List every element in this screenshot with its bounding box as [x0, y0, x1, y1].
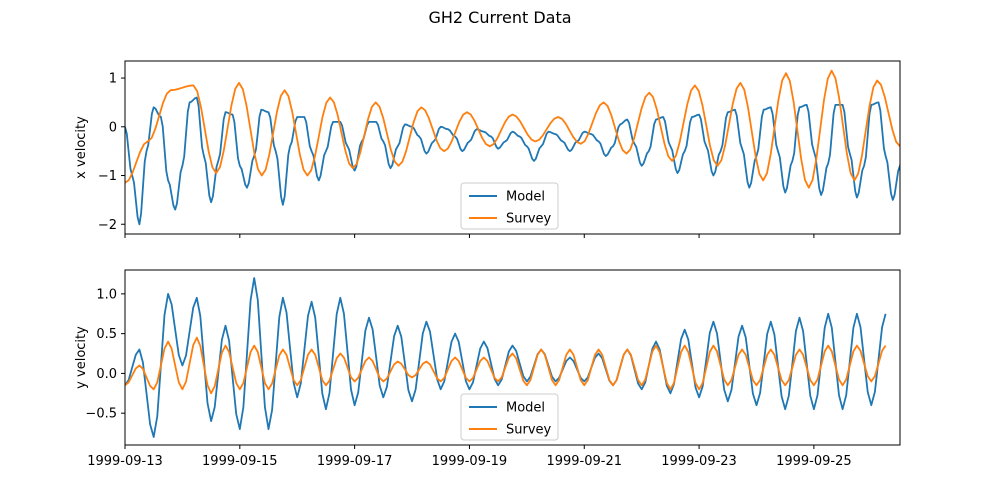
- legend-label-survey: Survey: [506, 212, 552, 227]
- y-axis-label: x velocity: [74, 116, 89, 179]
- y-tick-label: −1: [98, 169, 117, 184]
- y-velocity-axes: 1.0 0.5 0.0 −0.5 1999-09-13 1999-09-15 1999-09…: [74, 269, 901, 469]
- axes-frame: [124, 60, 901, 235]
- legend-label-model: Model: [506, 190, 545, 205]
- series-line-survey: [125, 69, 900, 189]
- y-tick-label: −0.5: [85, 407, 117, 422]
- x-tick-label: 1999-09-25: [776, 454, 852, 469]
- y-tick-label: 1: [109, 72, 117, 87]
- y-tick-label: 0: [109, 120, 117, 135]
- x-tick-label: 1999-09-15: [202, 454, 278, 469]
- x-tick-label: 1999-09-17: [317, 454, 393, 469]
- axes-frame: [124, 269, 901, 446]
- x-tick-label: 1999-09-19: [432, 454, 508, 469]
- legend: Model Survey: [460, 182, 559, 230]
- figure-title: GH2 Current Data: [428, 8, 571, 27]
- y-tick-label: 1.0: [96, 287, 117, 302]
- x-tick-label: 1999-09-23: [661, 454, 737, 469]
- y-tick-label: 0.0: [96, 367, 117, 382]
- x-tick-label: 1999-09-21: [546, 454, 622, 469]
- series-line-model: [125, 96, 900, 226]
- legend-label-survey: Survey: [506, 423, 552, 438]
- y-tick-label: −2: [98, 218, 117, 233]
- legend: Model Survey: [460, 393, 559, 441]
- legend-label-model: Model: [506, 401, 545, 416]
- y-tick-label: 0.5: [96, 327, 117, 342]
- y-axis-label: y velocity: [74, 326, 89, 389]
- series-line-survey: [125, 336, 887, 395]
- x-tick-label: 1999-09-13: [87, 454, 163, 469]
- x-velocity-axes: 1 0 −1 −2 x velocity Model Survey: [74, 60, 901, 238]
